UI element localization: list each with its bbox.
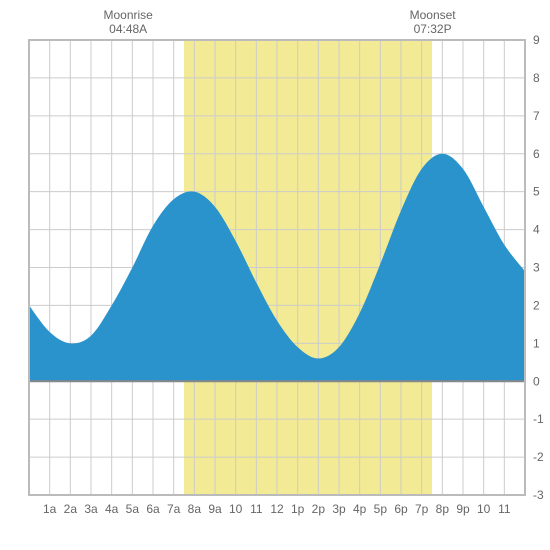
- moonrise-time: 04:48A: [98, 22, 158, 36]
- y-tick-label: 9: [533, 33, 540, 47]
- x-tick-label: 12: [270, 502, 284, 516]
- moonrise-annotation: Moonrise 04:48A: [98, 8, 158, 37]
- x-tick-label: 11: [250, 502, 263, 516]
- x-tick-label: 2p: [312, 502, 326, 516]
- y-tick-label: 4: [533, 223, 540, 237]
- y-tick-label: 8: [533, 71, 540, 85]
- y-tick-label: 3: [533, 261, 540, 275]
- y-tick-label: 2: [533, 298, 540, 312]
- x-tick-label: 3p: [332, 502, 346, 516]
- x-tick-label: 7a: [167, 502, 181, 516]
- x-tick-label: 5a: [126, 502, 140, 516]
- x-tick-label: 3a: [84, 502, 98, 516]
- x-tick-labels: 1a 2a 3a 4a 5a 6a 7a 8a 9a 10 11 12 1p 2p 3p 4p 5p 6p 7p 8p…: [43, 502, 511, 516]
- y-tick-label: -3: [533, 488, 544, 502]
- moonset-annotation: Moonset 07:32P: [403, 8, 463, 37]
- y-tick-label: 1: [533, 336, 540, 350]
- x-tick-label: 9p: [456, 502, 470, 516]
- x-tick-label: 2a: [64, 502, 78, 516]
- y-tick-label: -2: [533, 450, 544, 464]
- y-tick-label: 6: [533, 147, 540, 161]
- x-tick-label: 1p: [291, 502, 305, 516]
- x-tick-label: 6a: [146, 502, 160, 516]
- moonrise-label: Moonrise: [98, 8, 158, 22]
- x-tick-label: 5p: [374, 502, 388, 516]
- y-tick-label: 0: [533, 374, 540, 388]
- y-tick-label: 5: [533, 185, 540, 199]
- tide-chart-svg: 1a2a3a4a5a6a7a8a9a1011121p2p3p4p5p6p7p8p…: [0, 0, 550, 550]
- y-tick-label: 7: [533, 109, 540, 123]
- x-tick-label: 8a: [188, 502, 202, 516]
- x-tick-label: 10: [477, 502, 491, 516]
- tide-chart-container: Moonrise 04:48A Moonset 07:32P 1a 2a 3a 4a 5…: [0, 0, 550, 550]
- x-tick-label: 4p: [353, 502, 367, 516]
- x-tick-label: 1a: [43, 502, 57, 516]
- y-tick-label: -1: [533, 412, 544, 426]
- moonset-time: 07:32P: [403, 22, 463, 36]
- x-tick-label: 10: [229, 502, 243, 516]
- x-tick-label: 7p: [415, 502, 429, 516]
- moonset-label: Moonset: [403, 8, 463, 22]
- x-tick-label: 9a: [208, 502, 222, 516]
- x-tick-label: 6p: [394, 502, 408, 516]
- x-tick-label: 8p: [436, 502, 450, 516]
- x-tick-label: 4a: [105, 502, 119, 516]
- x-tick-label: 11: [498, 502, 511, 516]
